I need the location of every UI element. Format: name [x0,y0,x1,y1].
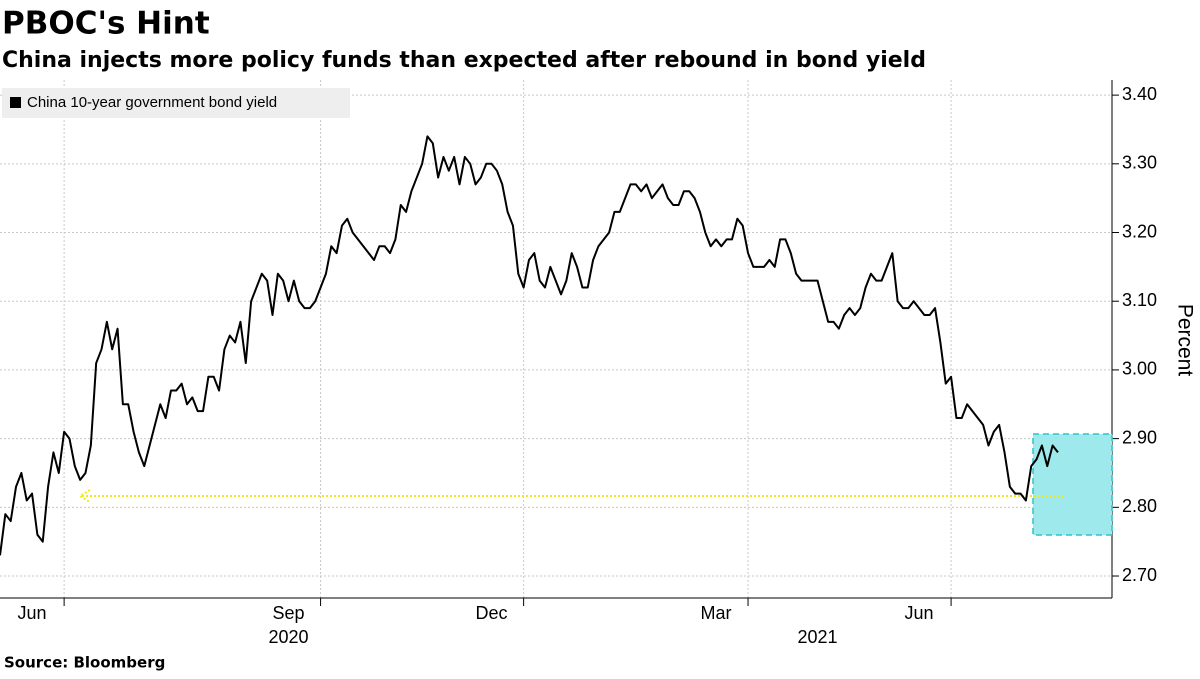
legend-label: China 10-year government bond yield [27,94,277,111]
x-tick-label: Mar [700,603,731,623]
x-tick-label: Jun [18,603,47,623]
legend-swatch [10,97,21,108]
y-tick-label: 3.40 [1122,84,1157,104]
y-tick-label: 2.80 [1122,496,1157,516]
legend-box [2,88,350,118]
y-tick-label: 3.10 [1122,290,1157,310]
y-tick-label: 3.00 [1122,359,1157,379]
x-tick-label: Sep [273,603,305,623]
y-axis-label: Percent [1173,304,1196,377]
chart-subtitle: China injects more policy funds than exp… [2,48,926,73]
source: Source: Bloomberg [4,654,165,672]
x-tick-label: Dec [476,603,508,623]
chart-title: PBOC's Hint [2,6,210,42]
y-tick-label: 3.20 [1122,221,1157,241]
series-line [0,135,1059,556]
y-tick-label: 2.90 [1122,427,1157,447]
highlight-box [1032,433,1113,536]
x-year-label: 2020 [269,627,309,647]
reference-arrowhead [78,489,91,503]
y-tick-label: 3.30 [1122,153,1157,173]
x-year-label: 2021 [797,627,837,647]
x-tick-label: Jun [905,603,934,623]
y-tick-label: 2.70 [1122,565,1157,585]
